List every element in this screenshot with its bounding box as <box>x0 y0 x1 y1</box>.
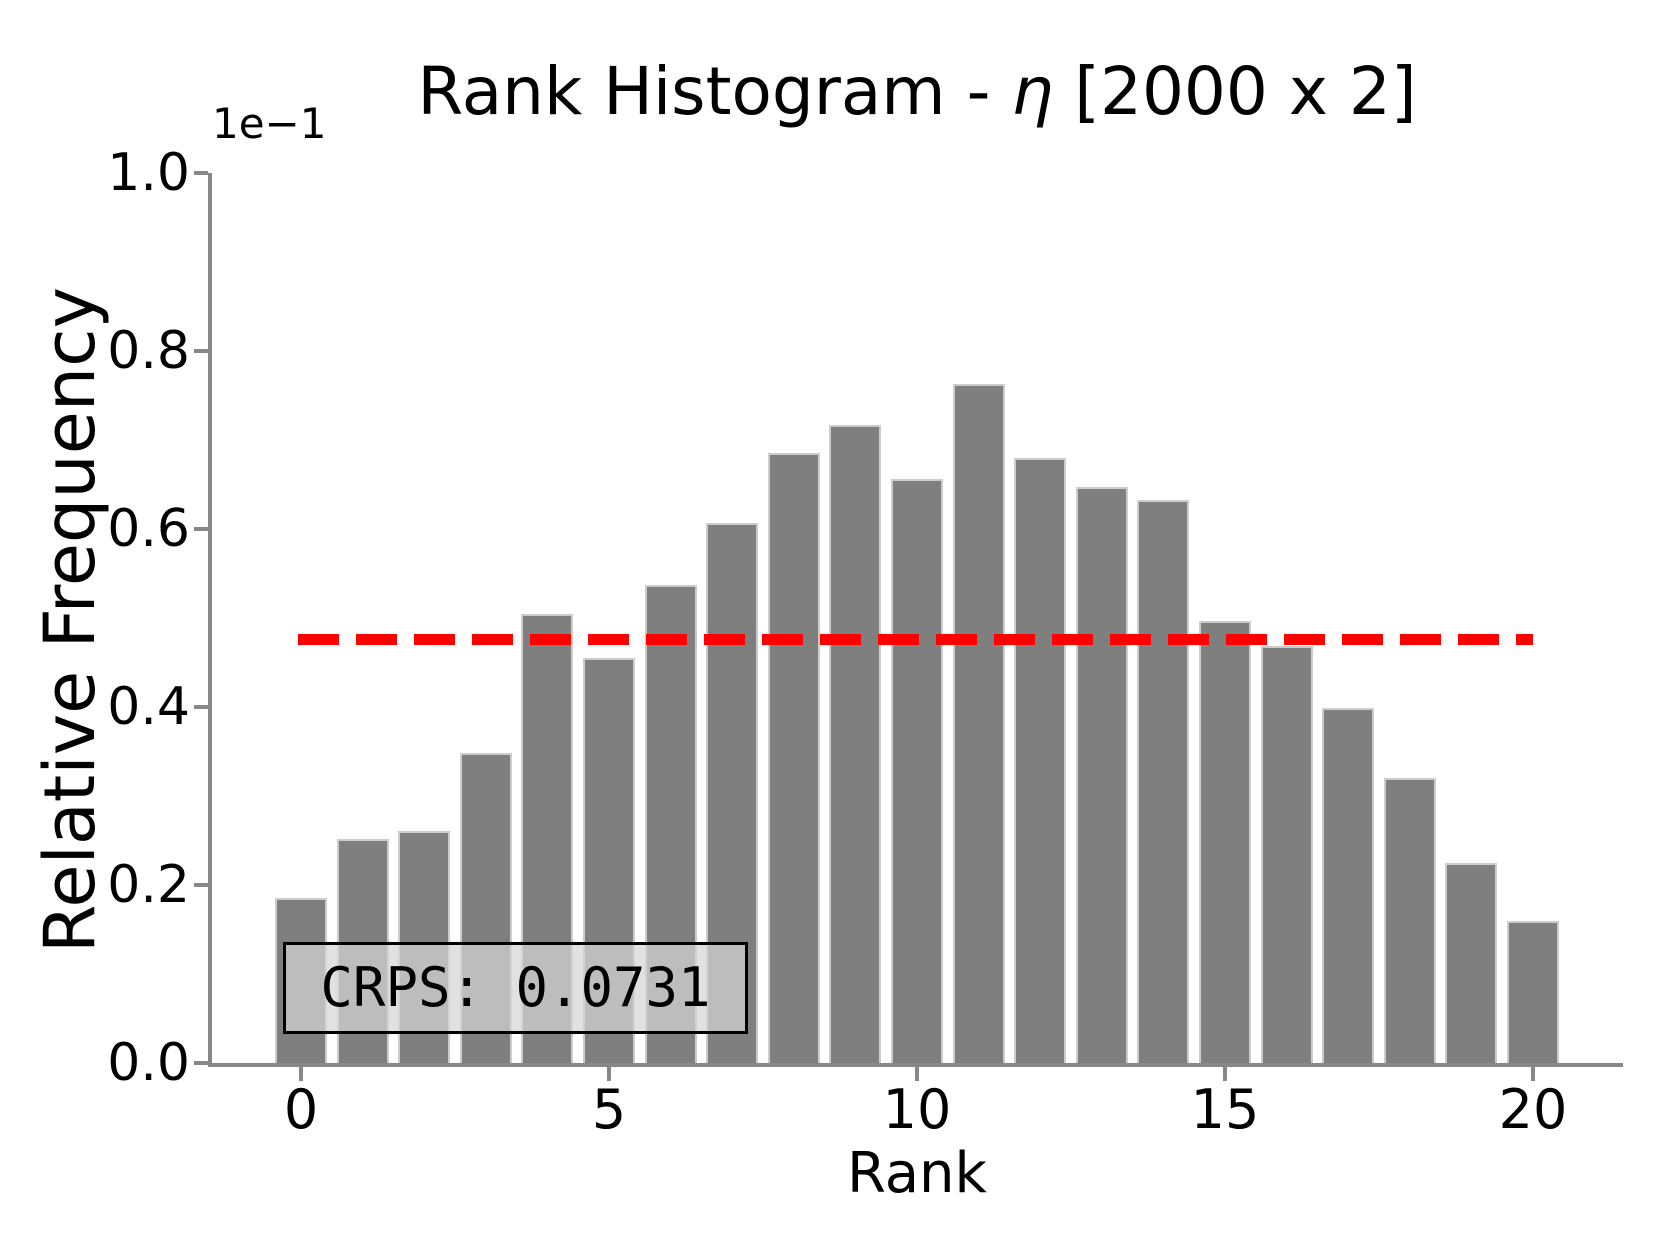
y-tick-mark-0.8 <box>194 349 208 353</box>
x-tick-mark-0 <box>299 1067 303 1081</box>
chart-title-prefix: Rank Histogram - <box>417 53 1012 130</box>
y-tick-label-0.0: 0.0 <box>107 1033 190 1093</box>
histogram-bar-rank-16 <box>1261 646 1313 1063</box>
x-tick-mark-10 <box>915 1067 919 1081</box>
histogram-bar-rank-9 <box>829 425 881 1063</box>
x-tick-label-10: 10 <box>882 1078 952 1141</box>
histogram-bar-rank-17 <box>1322 708 1374 1063</box>
y-axis-spine <box>208 173 212 1067</box>
y-tick-mark-0.2 <box>194 883 208 887</box>
y-tick-mark-0.4 <box>194 705 208 709</box>
x-tick-mark-15 <box>1223 1067 1227 1081</box>
x-tick-label-20: 20 <box>1498 1078 1568 1141</box>
x-tick-label-0: 0 <box>283 1078 319 1141</box>
x-axis-label: Rank <box>847 1141 987 1206</box>
histogram-bar-rank-11 <box>953 384 1005 1063</box>
y-tick-label-0.6: 0.6 <box>107 499 190 559</box>
y-tick-label-0.8: 0.8 <box>107 321 190 381</box>
histogram-bar-rank-18 <box>1384 778 1436 1063</box>
x-tick-mark-20 <box>1531 1067 1535 1081</box>
histogram-bar-rank-10 <box>891 479 943 1063</box>
y-tick-mark-1.0 <box>194 171 208 175</box>
y-tick-label-0.4: 0.4 <box>107 677 190 737</box>
y-tick-label-0.2: 0.2 <box>107 855 190 915</box>
histogram-bar-rank-19 <box>1445 863 1497 1063</box>
histogram-bar-rank-12 <box>1014 458 1066 1063</box>
crps-annotation-box: CRPS: 0.0731 <box>283 942 748 1034</box>
y-tick-mark-0.0 <box>194 1061 208 1065</box>
y-tick-label-1.0: 1.0 <box>107 143 190 203</box>
uniform-reference-dashed-line <box>298 634 1533 645</box>
x-tick-label-5: 5 <box>591 1078 627 1141</box>
chart-title-suffix: [2000 x 2] <box>1053 53 1417 130</box>
histogram-bar-rank-15 <box>1199 621 1251 1063</box>
y-tick-mark-0.6 <box>194 527 208 531</box>
x-tick-label-15: 15 <box>1190 1078 1260 1141</box>
crps-annotation-text: CRPS: 0.0731 <box>320 956 711 1019</box>
x-axis-spine <box>208 1063 1623 1067</box>
x-tick-mark-5 <box>607 1067 611 1081</box>
y-axis-offset-text: 1e−1 <box>212 99 327 148</box>
histogram-bar-rank-13 <box>1076 487 1128 1063</box>
chart-title: Rank Histogram - η [2000 x 2] <box>211 53 1623 130</box>
histogram-bar-rank-20 <box>1507 921 1559 1063</box>
chart-title-eta-symbol: η <box>1011 53 1054 130</box>
histogram-bar-rank-14 <box>1137 500 1189 1063</box>
histogram-bar-rank-8 <box>768 453 820 1063</box>
